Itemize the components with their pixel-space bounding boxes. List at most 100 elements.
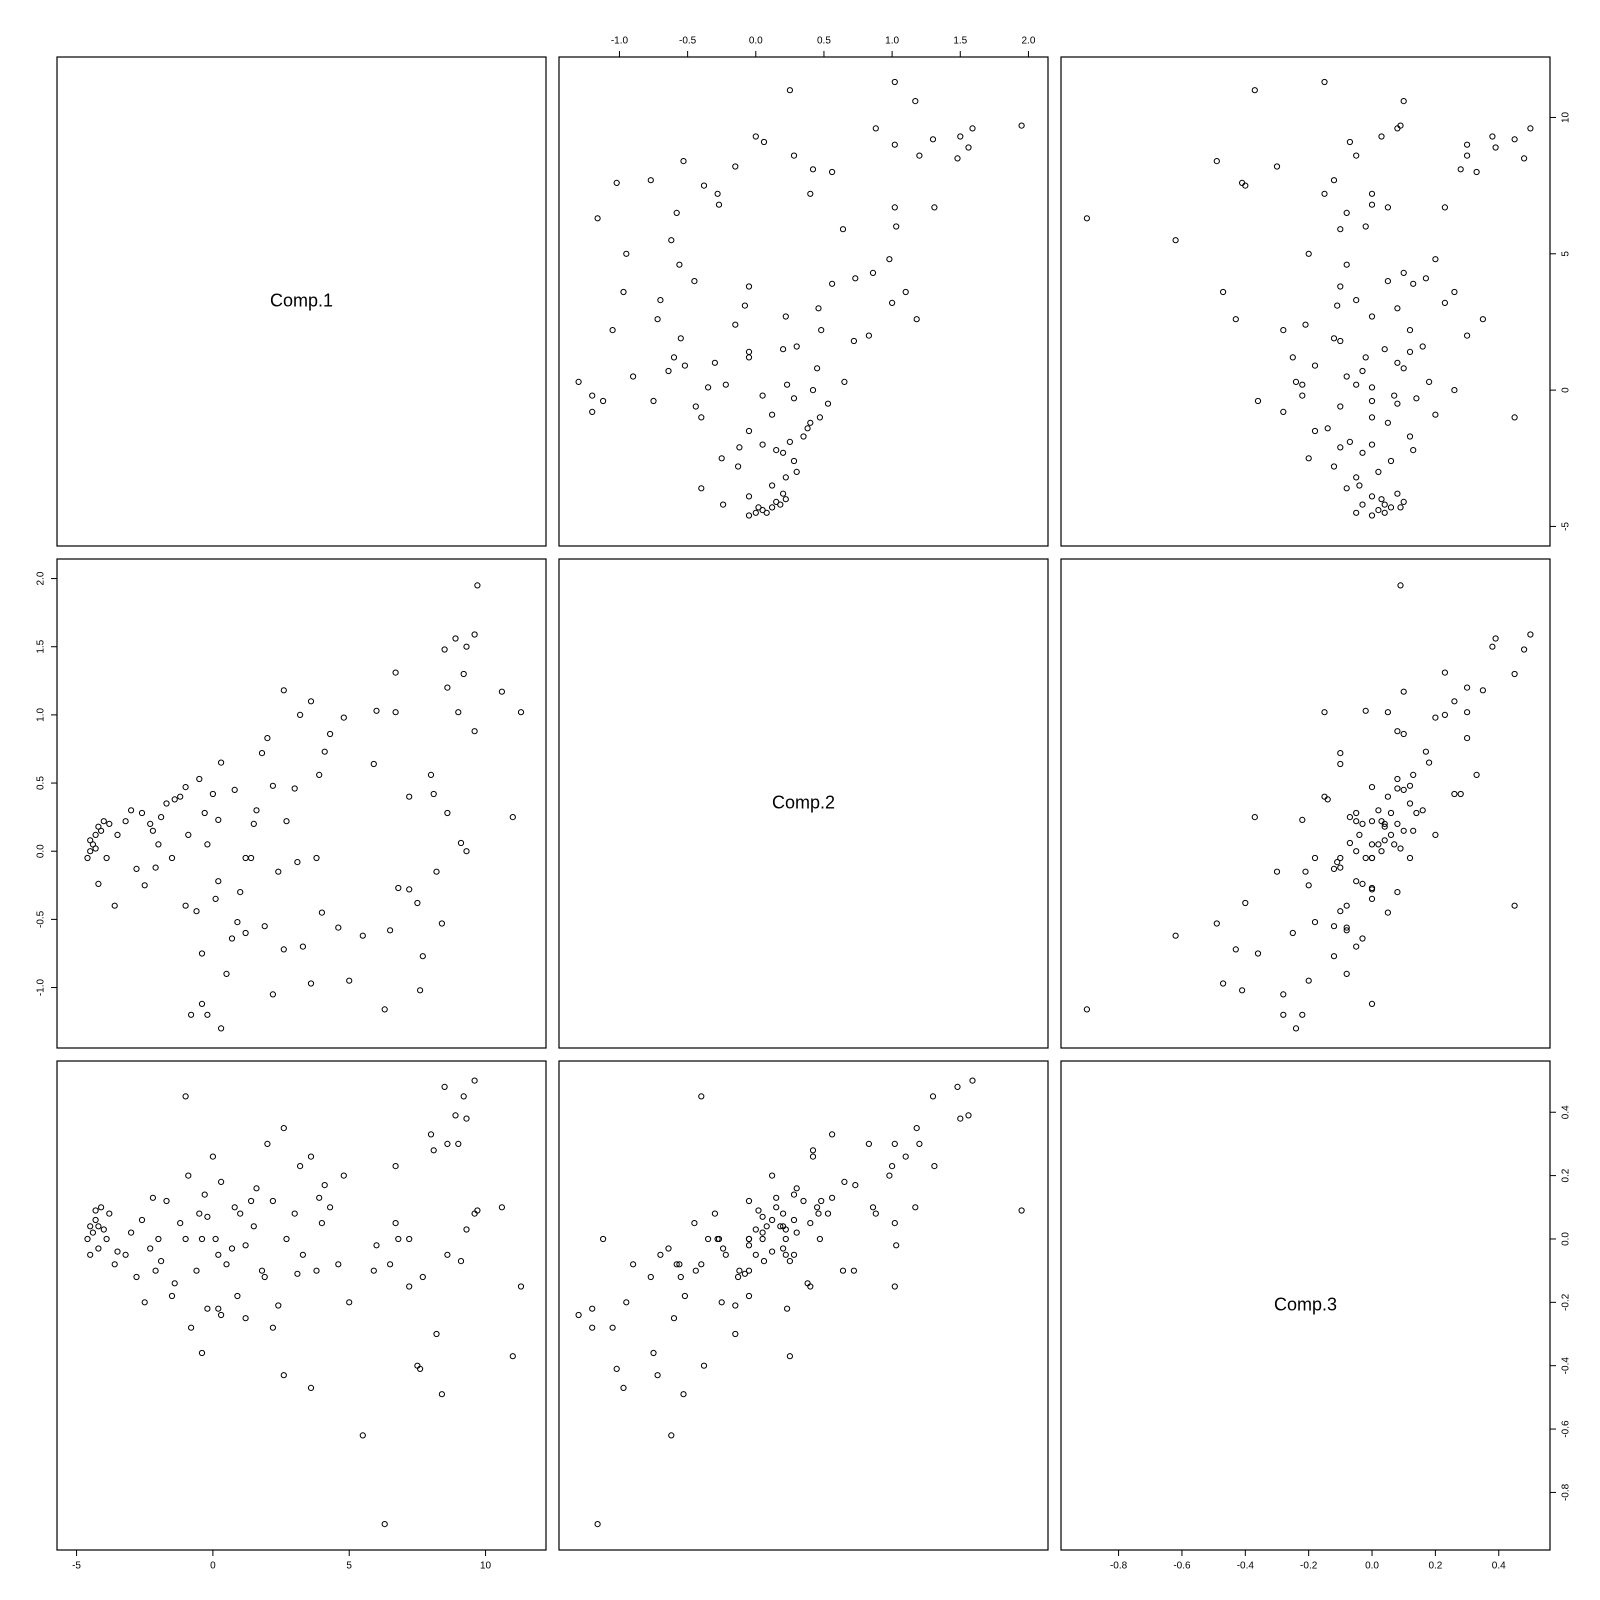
data-point xyxy=(790,1216,798,1224)
data-point xyxy=(471,1077,478,1084)
data-point xyxy=(517,709,525,716)
data-point xyxy=(264,735,271,742)
data-point xyxy=(1368,818,1376,825)
data-point xyxy=(307,1384,315,1392)
data-point xyxy=(965,144,972,151)
data-point xyxy=(1451,288,1458,296)
data-point xyxy=(1368,841,1376,848)
data-point xyxy=(815,305,822,312)
data-point xyxy=(141,1299,148,1306)
data-point xyxy=(1378,818,1385,825)
data-point xyxy=(1464,735,1471,742)
data-point xyxy=(1172,932,1179,939)
tick-label: -0.5 xyxy=(679,36,697,47)
data-point xyxy=(196,1210,203,1217)
data-point xyxy=(809,1153,817,1160)
data-point xyxy=(114,1248,121,1255)
data-point xyxy=(419,953,426,960)
data-point xyxy=(735,463,742,470)
data-point xyxy=(1394,305,1401,312)
data-point xyxy=(359,932,366,939)
tick-label: 0 xyxy=(1561,387,1572,393)
data-point xyxy=(1273,868,1281,875)
data-point xyxy=(613,1365,620,1373)
data-point xyxy=(782,313,789,320)
data-point xyxy=(1464,332,1471,339)
data-point xyxy=(1394,889,1401,896)
data-point xyxy=(1343,373,1350,380)
data-point xyxy=(732,321,739,328)
data-point xyxy=(258,1267,266,1274)
data-point xyxy=(1356,831,1363,839)
data-point xyxy=(498,1204,505,1211)
data-point xyxy=(430,1147,437,1154)
data-point xyxy=(1406,348,1414,355)
data-point xyxy=(215,1305,222,1312)
data-point xyxy=(1337,854,1344,862)
data-point xyxy=(299,943,306,950)
data-point xyxy=(307,1153,315,1160)
data-point xyxy=(715,1235,723,1243)
tick-label: -0.4 xyxy=(1561,1357,1572,1375)
data-point xyxy=(668,237,675,244)
data-point xyxy=(1394,400,1401,407)
data-point xyxy=(600,397,607,405)
data-point xyxy=(1362,223,1369,230)
data-point xyxy=(782,1251,789,1258)
data-point xyxy=(824,400,832,407)
data-point xyxy=(1394,125,1401,132)
data-point xyxy=(335,1261,342,1268)
data-point xyxy=(370,760,377,768)
data-point xyxy=(1302,321,1309,328)
data-point xyxy=(893,223,900,230)
data-point xyxy=(782,474,789,481)
data-point xyxy=(865,332,873,339)
data-point xyxy=(1280,327,1287,334)
data-point xyxy=(147,1245,154,1252)
data-point xyxy=(95,1245,102,1252)
data-point xyxy=(1511,414,1518,421)
data-point xyxy=(152,1267,159,1274)
data-point xyxy=(340,714,347,721)
panel-frame xyxy=(558,1060,1049,1551)
data-point xyxy=(234,919,241,926)
data-point xyxy=(392,669,399,676)
data-point xyxy=(912,1204,919,1211)
data-point xyxy=(969,125,976,132)
data-point xyxy=(204,1011,211,1018)
data-point xyxy=(889,299,896,306)
data-point xyxy=(438,1391,445,1398)
data-point xyxy=(1213,920,1220,927)
data-point xyxy=(609,1324,616,1331)
data-point xyxy=(818,1197,825,1205)
data-point xyxy=(673,1261,680,1268)
data-point xyxy=(745,348,753,355)
data-point xyxy=(1368,384,1376,391)
data-point xyxy=(1359,935,1366,942)
data-point xyxy=(242,1315,249,1322)
data-point xyxy=(215,878,222,885)
panel-1-1: Comp.1 xyxy=(56,56,547,547)
data-point xyxy=(1337,444,1344,451)
data-point xyxy=(852,1182,859,1189)
data-point xyxy=(1368,884,1376,892)
data-point xyxy=(700,1362,708,1369)
data-point xyxy=(158,1258,165,1265)
data-point xyxy=(769,504,776,511)
data-point xyxy=(92,831,99,839)
data-point xyxy=(1353,152,1360,159)
data-point xyxy=(452,1112,459,1119)
data-point xyxy=(786,87,794,94)
data-point xyxy=(1387,504,1395,511)
data-point xyxy=(1521,646,1528,653)
data-point xyxy=(269,1197,276,1205)
data-point xyxy=(188,1324,195,1331)
data-point xyxy=(163,1197,170,1205)
data-point xyxy=(280,946,287,953)
data-point xyxy=(1457,166,1464,173)
data-point xyxy=(100,818,107,825)
data-point xyxy=(87,1251,94,1258)
data-point xyxy=(816,414,824,421)
data-point xyxy=(872,125,879,132)
data-point xyxy=(784,1305,791,1312)
